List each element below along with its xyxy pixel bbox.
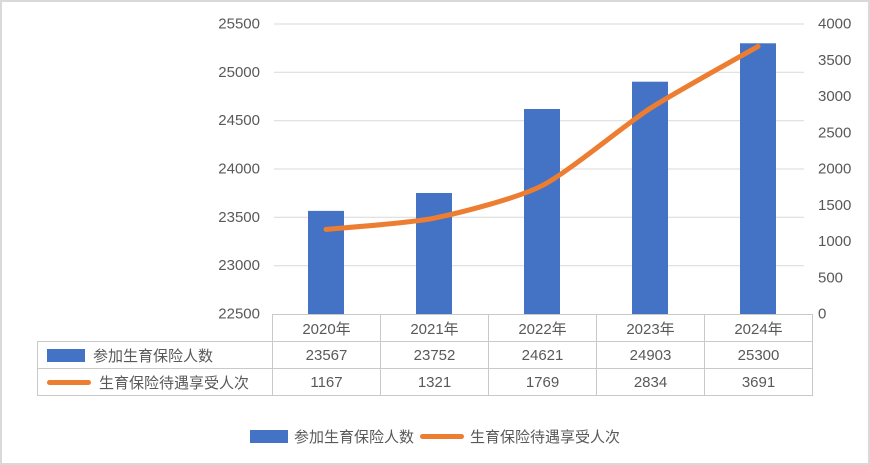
table-value-cell: 24903 (596, 341, 705, 369)
table-value-cell: 1167 (272, 368, 381, 396)
bar-2024年 (740, 43, 776, 315)
bar-2022年 (524, 109, 560, 314)
line-series (323, 43, 761, 232)
table-value-cell: 2834 (596, 368, 705, 396)
right-axis-tick-label: 3500 (818, 52, 851, 69)
chart-legend: 参加生育保险人数 生育保险待遇享受人次 (2, 426, 868, 447)
left-axis-tick-label: 25000 (218, 64, 260, 81)
legend-line-swatch (420, 434, 464, 439)
table-header-year: 2023年 (596, 314, 705, 342)
table-value-cell: 23567 (272, 341, 381, 369)
bar-2021年 (416, 193, 452, 314)
table-row: 参加生育保险人数 23567 23752 24621 24903 25300 (37, 341, 813, 369)
right-axis-tick-label: 500 (818, 269, 843, 286)
table-header-year: 2022年 (488, 314, 597, 342)
left-axis-tick-label: 23500 (218, 209, 260, 226)
table-series-key: 生育保险待遇享受人次 (37, 368, 273, 396)
legend-line-label: 生育保险待遇享受人次 (470, 429, 621, 446)
table-header-year: 2020年 (272, 314, 381, 342)
table-value-cell: 3691 (704, 368, 813, 396)
right-axis-tick-label: 2000 (818, 161, 851, 178)
series-name: 参加生育保险人数 (93, 347, 214, 365)
table-value-cell: 24621 (488, 341, 597, 369)
series-name: 生育保险待遇享受人次 (99, 374, 250, 392)
table-value-cell: 25300 (704, 341, 813, 369)
chart-data-table: 2020年 2021年 2022年 2023年 2024年参加生育保险人数 23567 23… (37, 314, 813, 396)
right-axis-tick-label: 3000 (818, 88, 851, 105)
table-header-year: 2021年 (380, 314, 489, 342)
table-value-cell: 1321 (380, 368, 489, 396)
right-axis-tick-label: 2500 (818, 124, 851, 141)
left-axis-tick-label: 24000 (218, 161, 260, 178)
bar-2023年 (632, 81, 668, 314)
right-axis-tick-label: 0 (818, 306, 826, 323)
left-axis-tick-label: 24500 (218, 112, 260, 129)
legend-bar-label: 参加生育保险人数 (293, 429, 414, 446)
left-axis-tick-label: 22500 (218, 306, 260, 323)
left-axis-tick-label: 23000 (218, 257, 260, 274)
key-bar-swatch (47, 348, 85, 362)
table-header-year: 2024年 (704, 314, 813, 342)
key-line-swatch (47, 379, 91, 385)
table-corner-blank (38, 315, 273, 342)
table-row: 生育保险待遇享受人次 1167 1321 1769 2834 3691 (37, 368, 813, 396)
legend-bar-swatch (249, 430, 288, 443)
table-series-key: 参加生育保险人数 (37, 341, 273, 369)
right-axis-tick-label: 1000 (818, 233, 851, 250)
table-value-cell: 23752 (380, 341, 489, 369)
right-axis-tick-label: 4000 (818, 16, 851, 33)
right-axis-tick-label: 1500 (818, 197, 851, 214)
table-value-cell: 1769 (488, 368, 597, 396)
left-axis-tick-label: 25500 (218, 16, 260, 33)
